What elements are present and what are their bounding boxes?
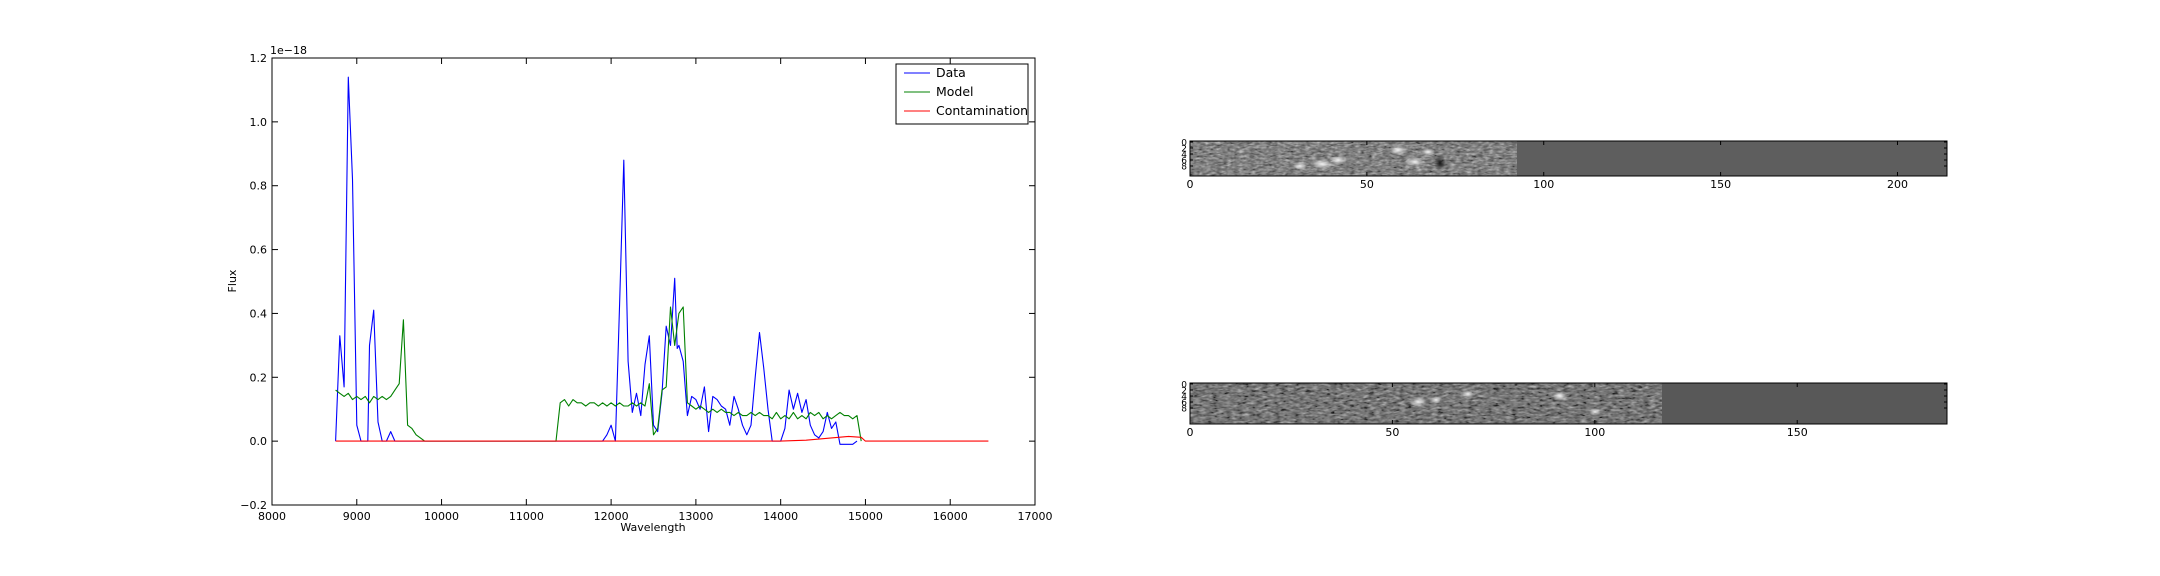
heatmap-x-tick-label: 150 [1787, 426, 1808, 439]
heatmap-2-bright-spot [1552, 391, 1568, 401]
series-line-model [335, 306, 862, 442]
x-tick-label: 17000 [1018, 510, 1053, 523]
y-tick-label: 0.4 [250, 307, 268, 320]
x-tick-label: 16000 [933, 510, 968, 523]
heatmap-x-tick-label: 50 [1360, 178, 1374, 191]
heatmap-x-tick-label: 0 [1187, 426, 1194, 439]
x-tick-label: 10000 [424, 510, 459, 523]
legend-label-data: Data [936, 65, 966, 80]
heatmap-y-tick-label: 6 [1181, 157, 1187, 167]
x-tick-label: 13000 [678, 510, 713, 523]
heatmap-y-tick-label: 0 [1181, 139, 1187, 149]
y-tick-label: −0.2 [240, 499, 267, 512]
spectrum-tick-labels: 8000 9000 10000 11000 12000 13000 14000 15000 16… [240, 52, 1052, 523]
spectrum-offset-text: 1e−18 [270, 44, 307, 57]
heatmap-x-tick-label: 50 [1385, 426, 1399, 439]
heatmap-y-tick-label: 0 [1181, 381, 1187, 391]
heatmap-2-frame [1189, 382, 1948, 425]
heatmap-1-bright-spot [1389, 145, 1407, 155]
x-tick-label: 14000 [763, 510, 798, 523]
heatmap-1-bright-spot [1421, 148, 1435, 156]
legend-label-model: Model [936, 84, 974, 99]
heatmap-2-bright-spot [1589, 408, 1601, 416]
heatmap-y-tick-label: 4 [1181, 393, 1187, 403]
heatmap-1-bright-spot [1293, 162, 1307, 170]
series-line-contamination [335, 435, 989, 442]
spectrum-plot: 8000 9000 10000 11000 12000 13000 14000 15000 16… [226, 44, 1053, 534]
heatmap-y-tick-label: 8 [1181, 163, 1187, 173]
x-tick-label: 11000 [509, 510, 544, 523]
spectrum-plot-frame [271, 57, 1036, 506]
spectrum-plot-area [272, 58, 1035, 505]
heatmap-y-tick-label: 2 [1181, 145, 1187, 155]
y-tick-label: 1.2 [250, 52, 268, 65]
heatmap-1-signal-region [1190, 141, 1517, 176]
heatmap-2-bright-spot [1409, 397, 1427, 407]
heatmap-x-tick-label: 200 [1887, 178, 1908, 191]
spectrum-lines [335, 76, 989, 445]
x-tick-label: 15000 [848, 510, 883, 523]
heatmap-x-tick-label: 100 [1533, 178, 1554, 191]
y-tick-label: 0.8 [250, 180, 268, 193]
heatmap-1-frame [1189, 140, 1948, 177]
heatmap-x-tick-label: 150 [1710, 178, 1731, 191]
heatmap-2-bright-spot [1429, 396, 1443, 404]
heatmap-1-dark-spot [1434, 155, 1446, 171]
heatmap-2-bright-spot [1460, 390, 1476, 398]
heatmap-1-bright-spot [1405, 157, 1425, 167]
x-tick-label: 12000 [594, 510, 629, 523]
spectrum-y-axis-label: Flux [226, 269, 239, 292]
heatmap-y-tick-label: 4 [1181, 151, 1187, 161]
spectrum-legend: Data Model Contamination [895, 63, 1029, 125]
spectrum-x-axis-label: Wavelength [620, 521, 685, 534]
y-tick-label: 1.0 [250, 116, 268, 129]
y-tick-label: 0.0 [250, 435, 268, 448]
heatmap-x-tick-label: 0 [1187, 178, 1194, 191]
legend-label-contamination: Contamination [936, 103, 1028, 118]
heatmap-y-tick-label: 8 [1181, 405, 1187, 415]
heatmap-1-bright-spot [1310, 159, 1334, 169]
heatmap-x-tick-label: 100 [1584, 426, 1605, 439]
legend-frame [895, 63, 1029, 125]
heatmap-y-tick-label: 2 [1181, 387, 1187, 397]
spectrum-ticks [271, 57, 1036, 506]
x-tick-label: 9000 [343, 510, 371, 523]
heatmap-y-tick-label: 6 [1181, 399, 1187, 409]
y-tick-label: 0.6 [250, 244, 268, 257]
y-tick-label: 0.2 [250, 371, 268, 384]
x-tick-label: 8000 [258, 510, 286, 523]
heatmap-1-bright-spot [1329, 155, 1347, 165]
